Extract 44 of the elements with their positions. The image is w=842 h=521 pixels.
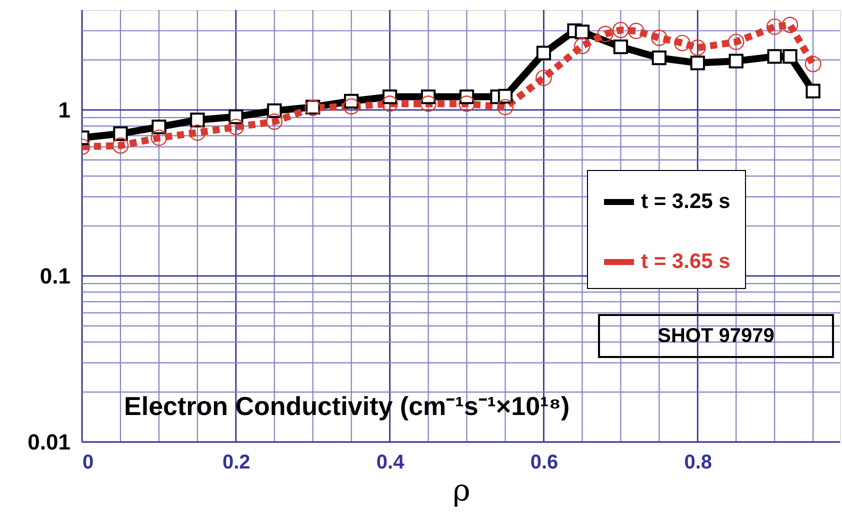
point xyxy=(689,40,706,56)
point xyxy=(652,50,666,66)
point xyxy=(612,22,629,38)
point xyxy=(728,54,744,68)
point xyxy=(674,34,690,52)
point xyxy=(190,112,205,128)
point xyxy=(806,84,820,98)
point xyxy=(536,70,552,86)
point xyxy=(728,34,744,50)
point xyxy=(766,18,783,35)
x-tick-label: 0.4 xyxy=(376,452,406,474)
point xyxy=(189,124,206,141)
point xyxy=(112,137,129,154)
point xyxy=(628,22,644,40)
legend-label: t = 3.65 s xyxy=(641,250,730,273)
point xyxy=(458,96,475,112)
point xyxy=(613,40,628,54)
x-tick-label: 0.8 xyxy=(684,452,712,474)
point xyxy=(266,114,283,130)
point xyxy=(497,98,514,116)
point xyxy=(782,16,798,34)
x-tick-label: 0 xyxy=(82,452,94,474)
y-tick-label: 0.01 xyxy=(28,430,70,454)
point xyxy=(690,56,705,70)
point xyxy=(767,49,782,64)
point xyxy=(536,46,552,60)
point xyxy=(574,24,590,40)
point xyxy=(597,26,614,42)
point xyxy=(782,49,798,64)
point xyxy=(574,38,590,54)
legend-label: t = 3.25 s xyxy=(641,190,730,213)
point xyxy=(804,56,822,72)
point xyxy=(650,30,668,46)
point xyxy=(420,96,436,112)
x-tick-label: 0.6 xyxy=(530,452,558,474)
point xyxy=(343,98,360,115)
y-tick-label: 0.1 xyxy=(40,263,70,288)
x-tick-label: 0.2 xyxy=(222,452,250,474)
x-axis-title: ρ xyxy=(452,474,470,508)
point xyxy=(113,126,128,141)
point xyxy=(150,130,168,146)
point xyxy=(382,96,398,112)
y-tick-label: 1 xyxy=(58,97,70,122)
point xyxy=(228,118,244,136)
